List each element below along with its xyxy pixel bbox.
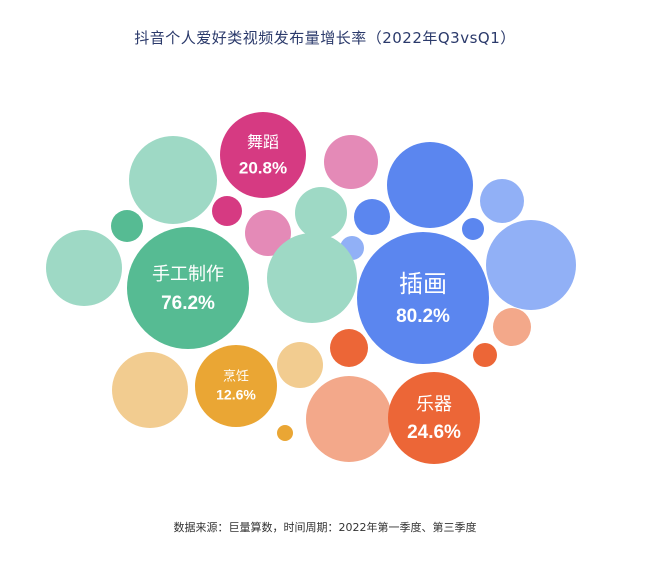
bubble-2: 插画 80.2% xyxy=(357,232,489,364)
bubble-circle xyxy=(388,372,480,464)
bubble-label: 插画 xyxy=(399,270,447,298)
data-source-note: 数据来源：巨量算数，时间周期：2022年第一季度、第三季度 xyxy=(173,521,477,534)
bubble-0: 舞蹈 20.8% xyxy=(220,112,306,198)
decorative-bubble xyxy=(306,376,392,462)
bubble-3: 烹饪 12.6% xyxy=(195,345,277,427)
bubble-value: 12.6% xyxy=(216,387,256,403)
bubble-label: 乐器 xyxy=(416,394,452,415)
decorative-bubble xyxy=(277,342,323,388)
decorative-bubble xyxy=(112,352,188,428)
bubble-1: 手工制作 76.2% xyxy=(127,227,249,349)
decorative-bubble xyxy=(354,199,390,235)
bubble-circle xyxy=(220,112,306,198)
decorative-bubble xyxy=(267,233,357,323)
bubble-circle xyxy=(195,345,277,427)
bubble-circle xyxy=(357,232,489,364)
decorative-bubble xyxy=(46,230,122,306)
bubble-value: 20.8% xyxy=(239,158,287,177)
decorative-bubble xyxy=(387,142,473,228)
decorative-bubble xyxy=(493,308,531,346)
decorative-bubble xyxy=(486,220,576,310)
decorative-bubble xyxy=(129,136,217,224)
chart-title: 抖音个人爱好类视频发布量增长率（2022年Q3vsQ1） xyxy=(134,29,516,47)
bubble-label: 烹饪 xyxy=(223,370,249,385)
bubble-label: 手工制作 xyxy=(152,264,224,285)
decorative-bubble xyxy=(111,210,143,242)
decorative-bubble xyxy=(462,218,484,240)
decorative-bubble xyxy=(480,179,524,223)
bubble-value: 24.6% xyxy=(407,422,461,443)
bubble-4: 乐器 24.6% xyxy=(388,372,480,464)
decorative-bubble xyxy=(295,187,347,239)
decorative-bubble xyxy=(324,135,378,189)
bubble-value: 76.2% xyxy=(161,293,215,314)
decorative-bubble xyxy=(245,210,291,256)
bubble-value: 80.2% xyxy=(396,306,450,327)
decorative-bubble xyxy=(212,196,242,226)
decorative-bubble xyxy=(277,425,293,441)
decorative-bubble xyxy=(473,343,497,367)
decorative-bubble xyxy=(330,329,368,367)
bubble-circle xyxy=(127,227,249,349)
bubble-label: 舞蹈 xyxy=(247,133,279,152)
